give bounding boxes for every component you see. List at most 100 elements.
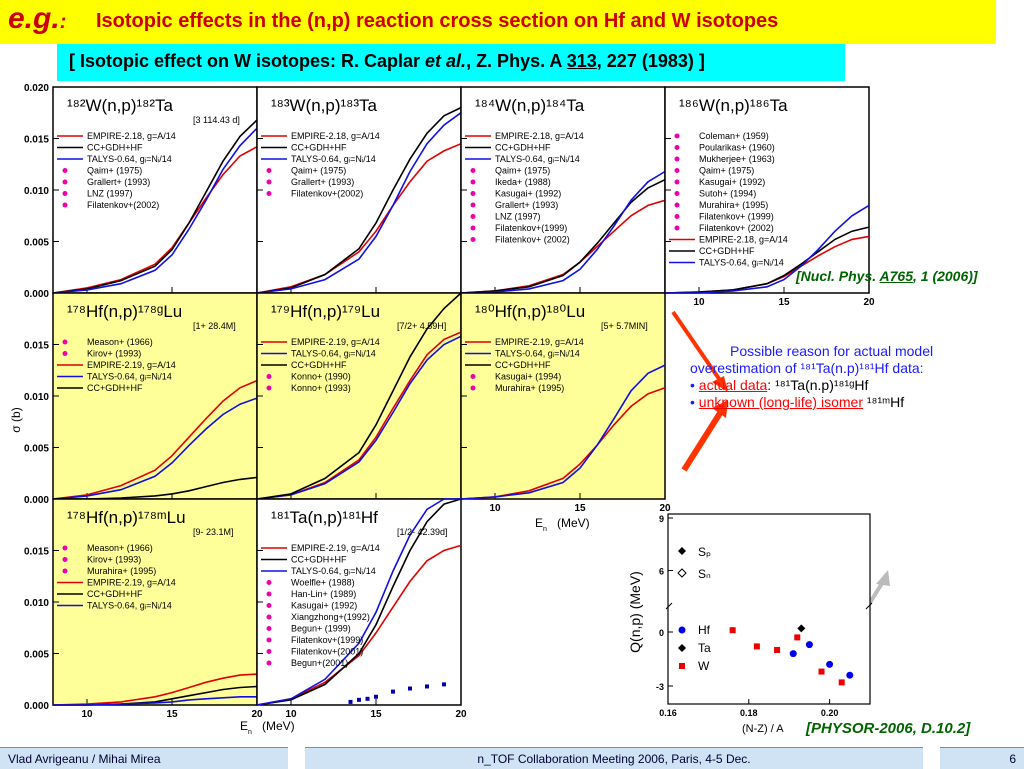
legend-entry: Qaim+ (1975) bbox=[699, 166, 754, 176]
axis-break bbox=[865, 602, 873, 610]
y-tick-label: 0.010 bbox=[24, 392, 49, 403]
xlabel-unit: (MeV) bbox=[557, 516, 590, 530]
xlabel-unit: (MeV) bbox=[262, 719, 295, 733]
legend-marker bbox=[62, 179, 68, 185]
legend-entry: EMPIRE-2.18, g=A/14 bbox=[87, 131, 176, 141]
legend-entry: Begun+ (1999) bbox=[291, 624, 351, 634]
legend-marker bbox=[674, 179, 680, 185]
legend-marker bbox=[470, 191, 476, 196]
legend-entry: CC+GDH+HF bbox=[291, 555, 347, 565]
y-tick-label: 0.000 bbox=[24, 289, 49, 300]
legend-entry: EMPIRE-2.19, g=A/14 bbox=[291, 543, 380, 553]
footer-meeting: n_TOF Collaboration Meeting 2006, Paris,… bbox=[305, 747, 923, 769]
data-point bbox=[348, 699, 353, 704]
legend-entry: EMPIRE-2.19, g=A/14 bbox=[87, 578, 176, 588]
legend-marker bbox=[266, 626, 272, 631]
legend-marker bbox=[678, 547, 686, 555]
legend-marker bbox=[62, 202, 68, 208]
legend-marker bbox=[62, 545, 68, 551]
legend-entry: CC+GDH+HF bbox=[87, 143, 143, 153]
legend-entry: EMPIRE-2.19, g=A/14 bbox=[495, 337, 584, 347]
halflife-label: [3 114.43 d] bbox=[193, 115, 240, 125]
legend-entry: TALYS-0.64, gᵢ=Nᵢ/14 bbox=[699, 258, 784, 268]
data-point bbox=[818, 668, 825, 675]
panel-Hf180: 10 15 20 ¹⁸⁰Hf(n,p)¹⁸⁰Lu [5+ 5.7MIN] EMPIRE-2… bbox=[460, 292, 671, 514]
legend-entry: Murahira+ (1995) bbox=[87, 566, 156, 576]
data-point bbox=[797, 624, 806, 633]
legend-entry: TALYS-0.64, gᵢ=Nᵢ/14 bbox=[291, 566, 376, 576]
legend-marker bbox=[674, 202, 680, 208]
y-tick-label: 0.020 bbox=[24, 83, 49, 94]
panel-Hf179: ¹⁷⁹Hf(n,p)¹⁷⁹Lu [7/2+ 4.59H] EMPIRE-2.19, … bbox=[256, 292, 462, 500]
legend-marker bbox=[266, 168, 272, 173]
x-tick-label: 0.18 bbox=[740, 708, 758, 718]
legend-marker bbox=[674, 214, 680, 219]
xlabel-sub: n bbox=[543, 526, 547, 533]
y-tick-label: 0 bbox=[659, 628, 664, 638]
x-tick-label: 15 bbox=[166, 709, 178, 720]
legend-entry: Filatenkov+ (2002) bbox=[495, 235, 570, 245]
panel-title: ¹⁷⁸Hf(n,p)¹⁷⁸ᵍLu bbox=[67, 302, 182, 321]
legend-marker bbox=[266, 591, 272, 597]
page-title: Isotopic effects in the (n,p) reaction c… bbox=[96, 10, 779, 32]
series-line bbox=[256, 544, 462, 706]
y-tick-label: 0.005 bbox=[24, 650, 49, 661]
y-tick-label: 6 bbox=[659, 567, 664, 577]
subtitle: [ Isotopic effect on W isotopes: R. Capl… bbox=[69, 51, 705, 71]
legend-entry: EMPIRE-2.18, g=A/14 bbox=[699, 235, 788, 245]
legend-entry: Sₚ bbox=[698, 545, 711, 559]
legend-entry: Kasugai+ (1992) bbox=[291, 601, 357, 611]
explanation-text: Possible reason for actual model overest… bbox=[690, 343, 934, 410]
legend-entry: TALYS-0.64, gᵢ=Nᵢ/14 bbox=[291, 349, 376, 359]
legend-entry: CC+GDH+HF bbox=[291, 360, 347, 370]
panel-title: ¹⁸³W(n,p)¹⁸³Ta bbox=[271, 96, 377, 115]
xlabel-sub: n bbox=[248, 729, 252, 736]
legend-entry: TALYS-0.64, gᵢ=Nᵢ/14 bbox=[87, 601, 172, 611]
panel-W186: 10 15 20 ¹⁸⁶W(n,p)¹⁸⁶Ta Coleman+ (1959) Poula… bbox=[664, 86, 875, 308]
legend-entry: CC+GDH+HF bbox=[495, 143, 551, 153]
y-tick-label: 0.010 bbox=[24, 186, 49, 197]
x-axis-label: (N-Z) / A bbox=[742, 723, 784, 735]
y-tick-label: 0.015 bbox=[24, 135, 49, 146]
legend-entry: CC+GDH+HF bbox=[87, 383, 143, 393]
series-line bbox=[52, 119, 258, 294]
x-tick-label: 10 bbox=[81, 709, 93, 720]
panel-title: ¹⁸⁶W(n,p)¹⁸⁶Ta bbox=[679, 96, 788, 115]
nucl-phys-citation: [Nucl. Phys. A765, 1 (2006)] bbox=[796, 268, 978, 284]
legend-marker bbox=[266, 637, 272, 643]
arrow-red-1-head bbox=[712, 376, 728, 392]
legend-marker bbox=[62, 339, 68, 345]
axis-break bbox=[665, 602, 673, 610]
data-point bbox=[374, 694, 378, 699]
legend-marker bbox=[674, 191, 680, 196]
series-line bbox=[52, 673, 258, 706]
legend-entry: LNZ (1997) bbox=[87, 189, 133, 199]
panel-frame bbox=[52, 498, 258, 706]
series-line bbox=[664, 226, 870, 294]
legend-marker bbox=[674, 156, 680, 162]
series-line bbox=[52, 127, 258, 294]
y-tick-label: 0.000 bbox=[24, 701, 49, 712]
legend-marker bbox=[678, 626, 686, 634]
legend-entry: Qaim+ (1975) bbox=[291, 166, 346, 176]
legend-entry: Kasugai+ (1994) bbox=[495, 372, 561, 382]
series-line bbox=[256, 498, 461, 706]
legend-entry: TALYS-0.64, gᵢ=Nᵢ/14 bbox=[87, 154, 172, 164]
arrow-gray-head bbox=[876, 570, 890, 586]
legend-marker bbox=[470, 168, 476, 173]
data-point bbox=[365, 696, 370, 701]
arrow-red-1 bbox=[671, 310, 726, 388]
data-point bbox=[774, 647, 781, 653]
legend-marker bbox=[266, 374, 272, 379]
legend-entry: Begun+(2001) bbox=[291, 658, 348, 668]
legend-entry: Sutoh+ (1994) bbox=[699, 189, 756, 199]
y-tick-label: 9 bbox=[659, 514, 664, 524]
legend-marker bbox=[266, 191, 272, 196]
data-point bbox=[729, 627, 736, 634]
panel-title: ¹⁸⁴W(n,p)¹⁸⁴Ta bbox=[475, 96, 585, 115]
halflife-label: [9- 23.1M] bbox=[193, 527, 234, 537]
series-line bbox=[460, 387, 666, 500]
legend-entry: Ikeda+ (1988) bbox=[495, 177, 551, 187]
data-point bbox=[805, 641, 813, 649]
